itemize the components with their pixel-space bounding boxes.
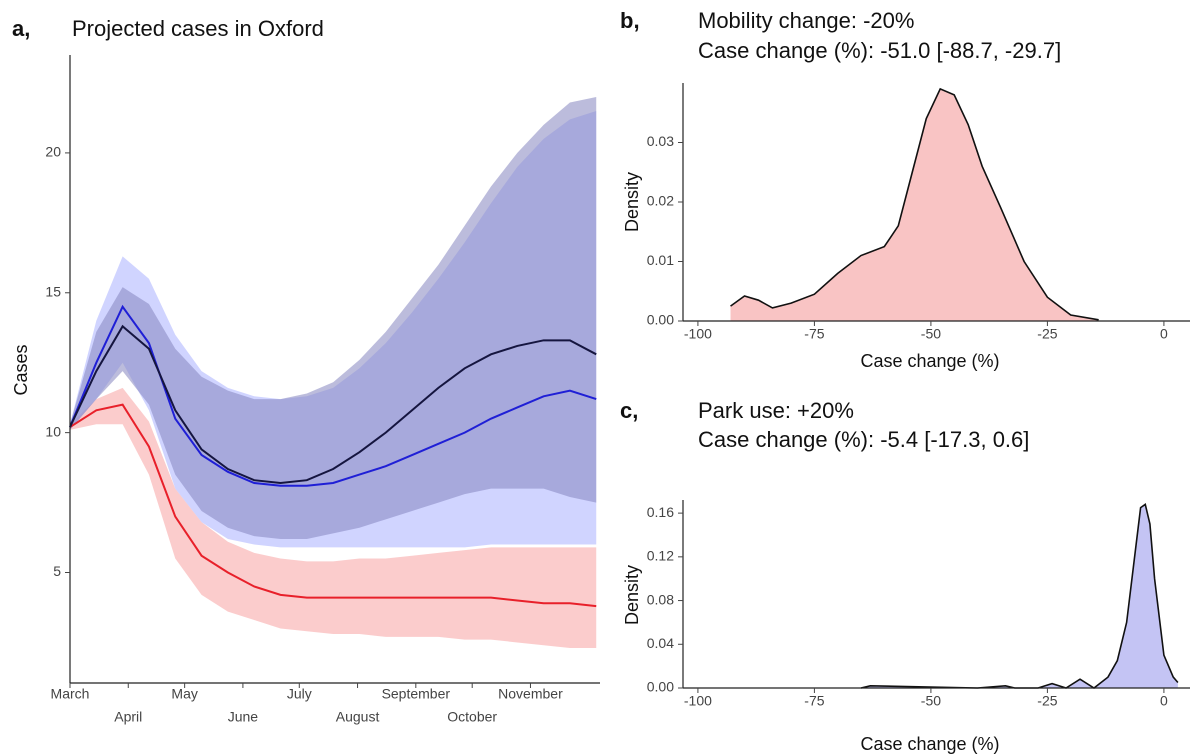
x-tick-label: -75 bbox=[804, 326, 824, 342]
y-tick-label: 0.03 bbox=[647, 133, 674, 149]
panel-label: a, bbox=[12, 16, 30, 41]
x-tick-label: June bbox=[228, 709, 259, 725]
y-tick-label: 10 bbox=[45, 423, 61, 439]
x-tick-label: March bbox=[51, 686, 90, 702]
density-area bbox=[730, 88, 1099, 321]
x-tick-label: November bbox=[498, 686, 563, 702]
x-tick-label: September bbox=[382, 686, 451, 702]
x-tick-label: -50 bbox=[921, 326, 941, 342]
x-axis-label: Case change (%) bbox=[860, 734, 999, 754]
x-tick-label: -100 bbox=[684, 326, 712, 342]
y-tick-label: 0.00 bbox=[647, 679, 674, 695]
y-tick-label: 20 bbox=[45, 144, 61, 160]
density-line bbox=[730, 87, 1099, 321]
confidence-band bbox=[70, 96, 597, 539]
x-tick-label: October bbox=[447, 709, 497, 725]
y-tick-label: 0.16 bbox=[647, 504, 674, 520]
confidence-band bbox=[70, 387, 597, 649]
y-tick-label: 0.04 bbox=[647, 635, 674, 651]
chart-subtitle: Case change (%): -5.4 [-17.3, 0.6] bbox=[698, 427, 1029, 452]
y-axis-label: Cases bbox=[11, 344, 31, 395]
x-tick-label: -25 bbox=[1037, 326, 1057, 342]
y-tick-label: 5 bbox=[53, 563, 61, 579]
line bbox=[69, 324, 597, 484]
x-tick-label: August bbox=[336, 709, 380, 725]
chart-title: Mobility change: -20% bbox=[698, 8, 914, 33]
x-tick-label: -75 bbox=[804, 693, 824, 709]
chart-subtitle: Case change (%): -51.0 [-88.7, -29.7] bbox=[698, 38, 1061, 63]
line bbox=[69, 403, 597, 608]
x-tick-label: April bbox=[114, 709, 142, 725]
y-axis-label: Density bbox=[622, 565, 642, 625]
x-tick-label: 0 bbox=[1160, 693, 1168, 709]
y-axis-label: Density bbox=[622, 172, 642, 232]
x-tick-label: -100 bbox=[684, 693, 712, 709]
y-tick-label: 0.01 bbox=[647, 252, 674, 268]
x-tick-label: July bbox=[287, 686, 312, 702]
density-area bbox=[861, 504, 1178, 688]
x-tick-label: -25 bbox=[1037, 693, 1057, 709]
y-tick-label: 0.08 bbox=[647, 591, 674, 607]
chart-title: Projected cases in Oxford bbox=[72, 16, 324, 41]
panel-label: c, bbox=[620, 398, 638, 423]
x-tick-label: -50 bbox=[921, 693, 941, 709]
y-tick-label: 0.12 bbox=[647, 548, 674, 564]
x-tick-label: May bbox=[171, 686, 197, 702]
x-tick-label: 0 bbox=[1160, 326, 1168, 342]
y-tick-label: 0.02 bbox=[647, 193, 674, 209]
panel-label: b, bbox=[620, 8, 640, 33]
chart-title: Park use: +20% bbox=[698, 398, 854, 423]
density-line bbox=[860, 503, 1179, 689]
x-axis-label: Case change (%) bbox=[860, 351, 999, 371]
y-tick-label: 15 bbox=[45, 283, 61, 299]
y-tick-label: 0.00 bbox=[647, 312, 674, 328]
